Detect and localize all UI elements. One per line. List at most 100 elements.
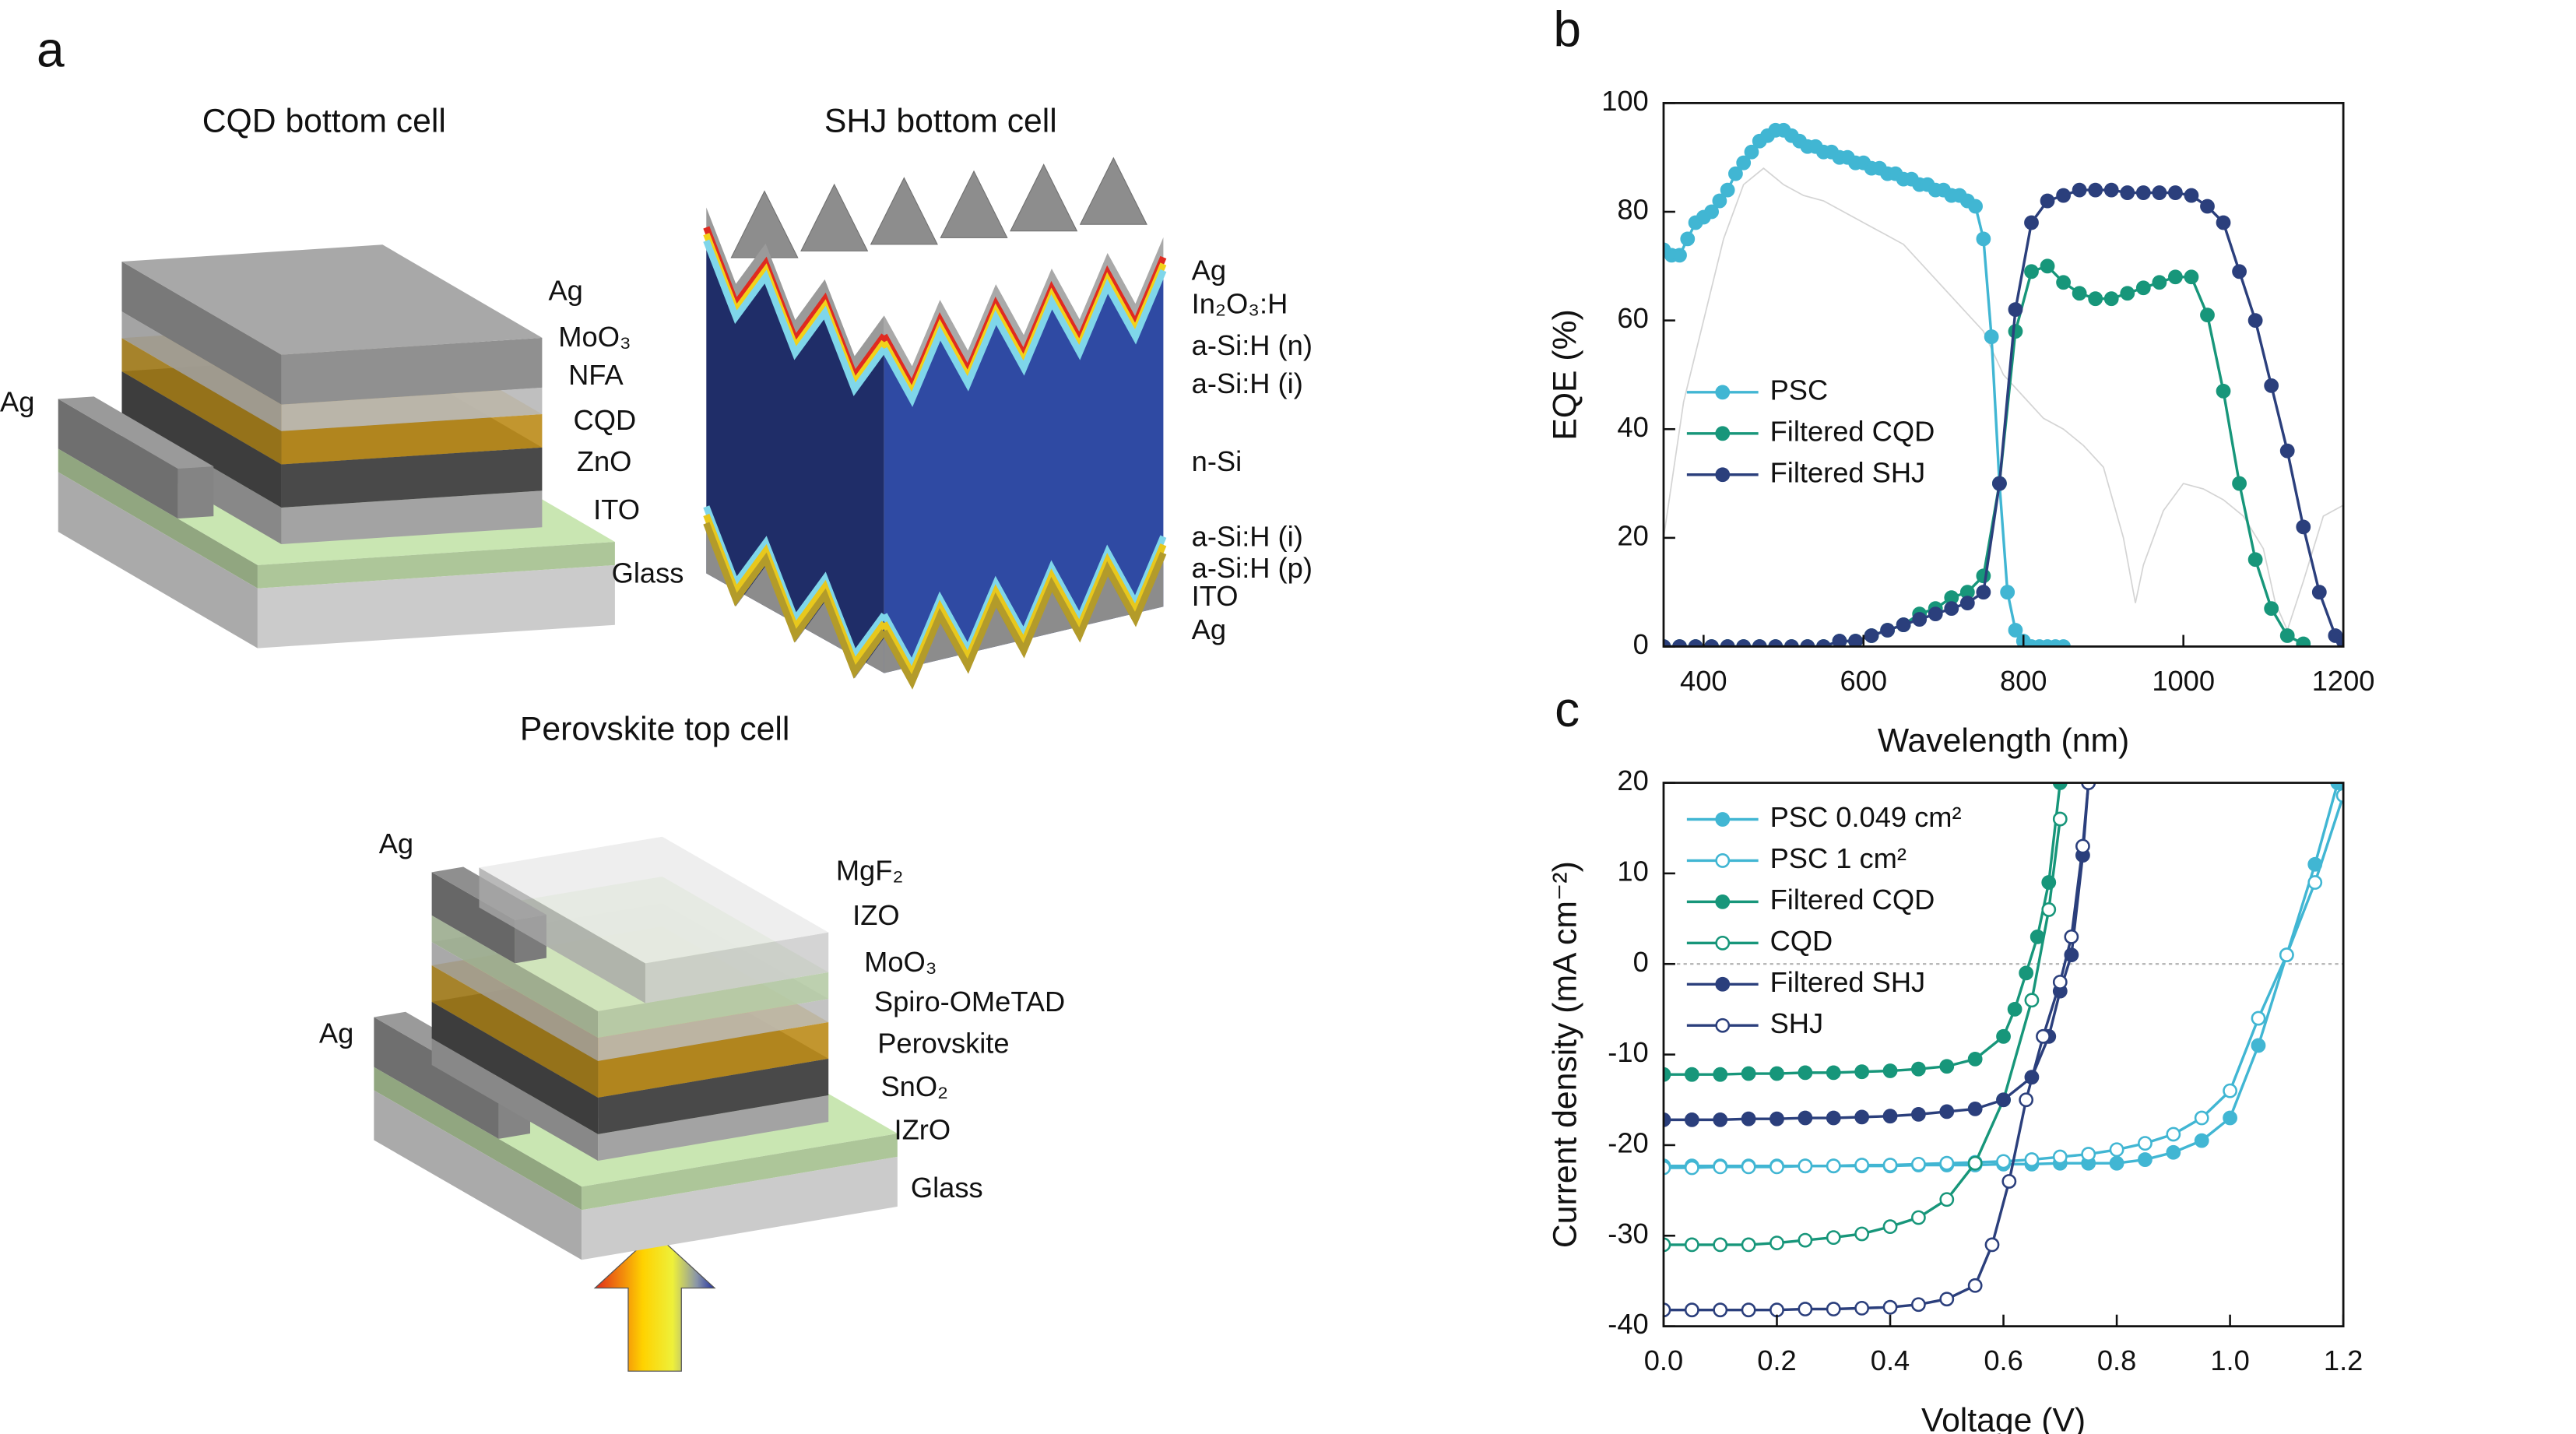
layer-label: MoO₃ [864,946,937,978]
data-point [2072,286,2087,301]
data-point [1944,601,1959,617]
data-point [1798,1302,1813,1316]
data-point [2024,993,2040,1008]
data-point [1741,1111,1756,1126]
layer-label: a-Si:H (i) [1192,367,1303,399]
layer-label: Glass [612,557,684,589]
diagram-title: Perovskite top cell [520,711,789,748]
data-point [1684,1237,1699,1253]
data-point [2152,275,2167,290]
data-point [2052,975,2068,989]
layer-face [431,872,515,964]
data-point [1720,182,1735,198]
data-point [1680,231,1696,247]
data-point [1704,639,1719,647]
data-point [1736,639,1752,647]
data-point [1939,1104,1955,1119]
layer-label: Glass [911,1172,983,1204]
data-point [1768,639,1784,647]
data-point [1911,1210,1926,1225]
layer-label: Perovskite [877,1027,1009,1059]
data-point [1712,193,1727,209]
data-point [1728,166,1743,181]
data-point [1911,1106,1926,1122]
layer-label: Ag [379,828,413,859]
pyramid [940,170,1008,238]
diagram-title: CQD bottom cell [202,102,446,139]
data-point [1741,1237,1756,1253]
data-point [2223,1083,2237,1098]
data-point [1798,1110,1813,1126]
y-tick-label: 0 [1633,628,1649,660]
data-point [2008,302,2023,318]
data-point [1769,1111,1784,1126]
data-point [1816,639,1831,647]
y-tick-label: -10 [1608,1036,1648,1068]
data-point [1882,1063,1898,1078]
data-point [2024,215,2039,230]
data-point [2040,258,2055,274]
legend-marker [1715,976,1731,992]
x-tick-label: 600 [1840,665,1888,697]
data-point [1736,155,1752,170]
legend-label: Filtered SHJ [1770,456,1926,488]
data-point [1864,628,1879,643]
data-point [1854,1300,1870,1316]
data-point [1976,231,1991,247]
data-point [2216,215,2231,230]
data-point [1984,329,1999,344]
data-point [2232,264,2247,279]
thin-layer [703,239,887,396]
data-point [2001,1174,2017,1189]
data-point [1939,1192,1955,1207]
data-point [1713,1159,1728,1175]
data-point [2103,182,2119,198]
y-tick-label: 0 [1633,946,1649,978]
data-point [2166,1144,2181,1160]
layer-face [582,1133,898,1211]
legend-marker [1715,385,1731,400]
data-point [2184,269,2199,285]
layer-label: Ag [319,1018,353,1049]
data-point [2000,585,2015,600]
panel-label: a [37,21,65,77]
data-point [2056,639,2071,647]
x-tick-label: 0.2 [1757,1344,1796,1376]
data-point [2088,291,2103,307]
plot-area [1663,122,2344,647]
data-point [2138,1152,2153,1167]
axes-frame [1662,102,2345,648]
data-point [2311,585,2327,600]
data-point [1684,1302,1699,1318]
y-tick-label: -30 [1608,1218,1648,1249]
layer-face [431,915,599,1039]
y-axis-label: EQE (%) [1546,309,1583,440]
data-point [2081,1147,2096,1162]
data-point [1882,1299,1898,1315]
data-point [1967,1278,1983,1293]
thin-layer [880,551,1167,690]
data-point [1798,1232,1813,1248]
series-line [1663,167,2344,632]
data-point [1854,1226,1870,1242]
data-point [2109,1155,2124,1171]
layer-label: a-Si:H (n) [1192,329,1313,361]
data-point [2007,1002,2022,1017]
y-tick-label: 20 [1617,764,1648,796]
legend-marker [1715,1018,1731,1033]
layer-face [58,448,258,589]
layer-label: Ag [1192,613,1226,645]
layer-face [121,338,282,465]
ag-layer [884,560,1164,689]
layer-face [645,932,829,1003]
data-point [1672,248,1687,263]
layer-face [58,399,178,519]
series-line [1663,818,2061,1246]
layer-face [177,466,214,519]
layer-face [598,999,829,1061]
layer-label: a-Si:H (i) [1192,520,1303,552]
legend-label: Filtered CQD [1770,884,1935,916]
data-point [1967,1155,1983,1171]
